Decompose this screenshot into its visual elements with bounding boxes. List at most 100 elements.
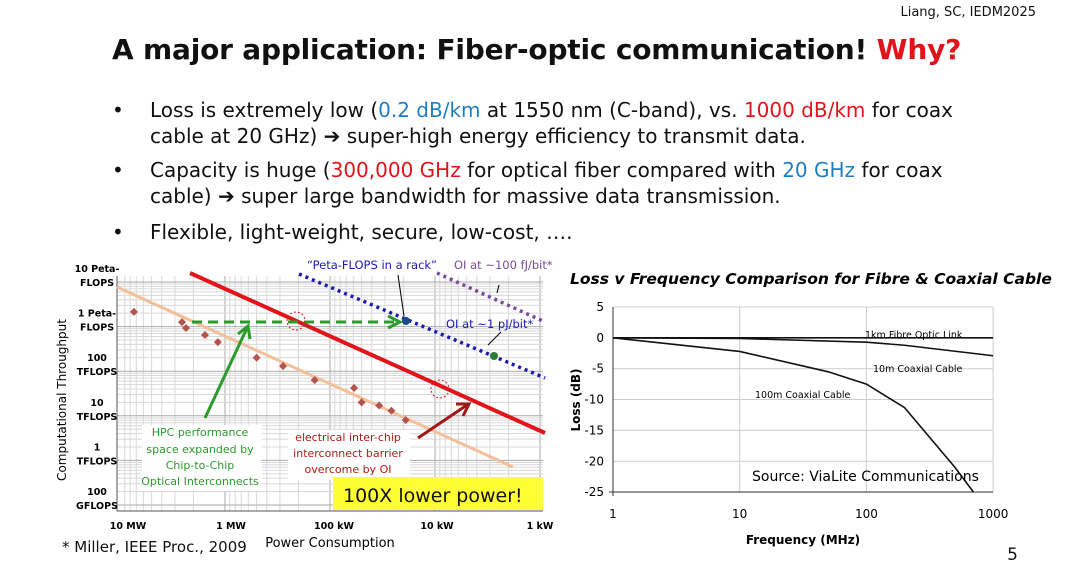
x-tick-label: 10 MW — [110, 521, 147, 532]
y-tick-label: 5 — [596, 300, 604, 314]
b2-line2: cable) ➔ super large bandwidth for massi… — [150, 184, 781, 208]
bullet-symbol: • — [112, 220, 124, 244]
page-number: 5 — [1007, 545, 1018, 565]
y-tick-label: -20 — [584, 454, 604, 468]
bullet-symbol: • — [112, 98, 124, 122]
b1-p3: 1000 dB/km — [743, 98, 866, 122]
b2-p4: for coax — [855, 158, 943, 182]
b2-p2: for optical fiber compared with — [460, 158, 783, 182]
x-tick-label: 1000 — [978, 507, 1009, 521]
data-point — [201, 330, 210, 339]
burst-icon — [430, 379, 450, 399]
b1-line2: cable at 20 GHz) ➔ super-high energy eff… — [150, 124, 806, 148]
data-point — [350, 384, 359, 393]
left-ticks: 10 MW 1 MW 100 kW 10 kW 1 kW 10 Peta- FLOPS 1 P… — [75, 264, 554, 532]
pointer-line — [487, 331, 502, 346]
source-label: Source: ViaLite Communications — [752, 469, 979, 485]
barrier-arrow — [417, 403, 468, 440]
x-tick-label: 100 — [855, 507, 878, 521]
series-line-1 — [612, 337, 994, 357]
oi-1pj-label: OI at ~1 pJ/bit* — [446, 317, 533, 331]
y-tick-label: 1 Peta- — [78, 309, 116, 320]
bullet-symbol: • — [112, 158, 124, 182]
y-tick-label: 1 — [94, 442, 101, 453]
hpc-box — [142, 425, 262, 491]
left-x-label: Power Consumption — [265, 536, 395, 551]
y-tick-label: -5 — [592, 362, 604, 376]
peta-rack-marker — [402, 317, 410, 325]
pointer-line — [496, 284, 500, 294]
y-tick-label: TFLOPS — [77, 412, 118, 423]
arrow-head — [456, 402, 472, 417]
oi-100fj-line — [436, 271, 546, 324]
x-tick-label: 1 kW — [527, 521, 554, 532]
data-point — [310, 376, 319, 385]
x-tick-label: 1 — [609, 507, 617, 521]
oi-1pj-marker — [490, 352, 498, 360]
y-tick-label: -10 — [584, 393, 604, 407]
y-tick-label: TFLOPS — [77, 456, 118, 467]
data-point — [357, 398, 366, 407]
series-line-2 — [612, 337, 975, 493]
y-tick-label: 100 — [87, 353, 107, 364]
data-point — [213, 338, 222, 347]
x-tick-label: 10 kW — [420, 521, 454, 532]
arrow-head — [237, 323, 252, 340]
b2-p0: Capacity is huge ( — [150, 158, 331, 182]
series-label-fibre: 1km Fibre Optic Link — [865, 330, 963, 341]
citation: Liang, SC, IEDM2025 — [900, 5, 1036, 20]
y-tick-label: TFLOPS — [77, 367, 118, 378]
oi-1pj-line — [298, 272, 546, 380]
data-point — [129, 307, 138, 316]
title-main: A major application: Fiber-optic communi… — [112, 33, 877, 66]
peta-rack-label: “Peta-FLOPS in a rack” — [307, 258, 437, 272]
b1-p4: for coax — [865, 98, 953, 122]
barrier-box — [288, 430, 410, 480]
x-tick-label: 100 kW — [314, 521, 354, 532]
slide-title: A major application: Fiber-optic communi… — [112, 33, 961, 66]
data-point — [375, 401, 384, 410]
x-tick-label: 10 — [732, 507, 747, 521]
barrier-label: electrical inter-chip interconnect barrie… — [293, 431, 403, 476]
left-y-label: Computational Throughput — [55, 319, 69, 481]
data-points — [129, 307, 410, 425]
right-chart-title: Loss v Frequency Comparison for Fibre & … — [570, 270, 1052, 288]
data-point — [401, 416, 410, 425]
b1-p0: Loss is extremely low ( — [150, 98, 379, 122]
b2-p3: 20 GHz — [782, 158, 856, 182]
b1-p1: 0.2 dB/km — [378, 98, 481, 122]
data-point — [279, 362, 288, 371]
y-tick-label: 100 — [87, 487, 107, 498]
y-tick-label: -25 — [584, 485, 604, 499]
title-highlight: Why? — [876, 33, 962, 66]
right-y-label: Loss (dB) — [569, 368, 583, 431]
right-series — [612, 337, 994, 493]
pointer-line — [397, 274, 405, 317]
data-point — [387, 406, 396, 415]
data-point — [182, 324, 191, 333]
highlight-box — [333, 477, 543, 510]
y-tick-label: GFLOPS — [76, 501, 118, 512]
y-tick-label: -15 — [584, 423, 604, 437]
b1-p2: at 1550 nm (C-band), vs. — [480, 98, 744, 122]
right-x-label: Frequency (MHz) — [746, 533, 860, 547]
x-tick-label: 1 MW — [216, 521, 246, 532]
hpc-arrow — [203, 327, 249, 419]
y-tick-label: 10 — [90, 398, 104, 409]
footnote: * Miller, IEEE Proc., 2009 — [62, 538, 247, 556]
hpc-label: HPC performance space expanded by Chip-to-… — [141, 426, 259, 488]
y-tick-label: 10 Peta- — [75, 264, 120, 275]
series-label-10m: 10m Coaxial Cable — [873, 364, 962, 375]
lower-power-label: 100X lower power! — [343, 485, 523, 507]
arrow-head — [387, 314, 404, 330]
oi-100fj-label: OI at ~100 fJ/bit* — [454, 258, 553, 272]
b3-text: Flexible, light-weight, secure, low-cost… — [150, 220, 573, 244]
b2-p1: 300,000 GHz — [330, 158, 461, 182]
data-point — [252, 353, 261, 362]
burst-icon — [286, 311, 306, 331]
electrical-limit-line — [189, 271, 546, 435]
y-tick-label: FLOPS — [80, 278, 114, 289]
data-point — [177, 318, 186, 327]
series-label-100m: 100m Coaxial Cable — [755, 390, 851, 401]
